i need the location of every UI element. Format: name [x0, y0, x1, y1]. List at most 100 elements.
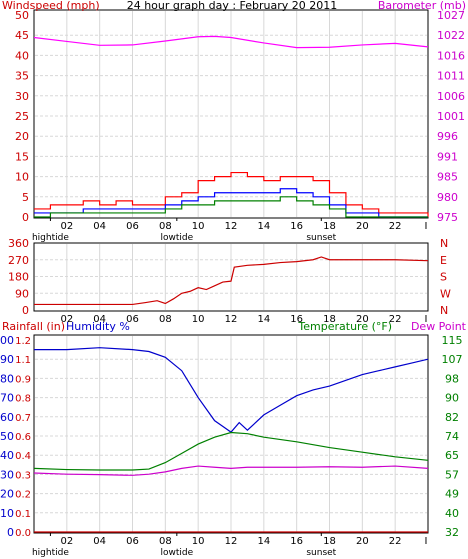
rainfall-tick-label: 0.2 — [15, 490, 31, 501]
hour-tick-label: 04 — [93, 221, 106, 232]
humidity-tick-label: 60 — [0, 411, 14, 424]
windspeed-axis-label: Windspeed (mph) — [2, 0, 100, 12]
compass-tick-label: W — [440, 287, 451, 300]
series-line-temperature — [33, 431, 429, 471]
hour-tick-label: 12 — [225, 221, 238, 232]
hour-tick-label: 18 — [323, 314, 336, 325]
temp-panel-plot — [33, 347, 429, 533]
hour-tick-label: 12 — [225, 314, 238, 325]
barometer-tick-label: 975 — [437, 211, 458, 224]
hour-tick-label: 02 — [60, 221, 73, 232]
humidity-tick-label: 20 — [0, 488, 14, 501]
hour-tick-label: 18 — [323, 221, 336, 232]
temperature-tick-label: 57 — [445, 468, 459, 481]
temperature-tick-label: 40 — [445, 507, 459, 520]
barometer-tick-label: 1027 — [437, 9, 465, 22]
chart-title: 24 hour graph day : February 20 2011 — [127, 0, 338, 12]
hour-tick-label: 04 — [93, 536, 106, 547]
hour-tick-label: 02 — [60, 314, 73, 325]
series-line-humidity — [34, 347, 429, 433]
temperature-tick-label: 90 — [445, 392, 459, 405]
hour-tick-label: 20 — [356, 536, 369, 547]
hour-tick-label: I — [425, 221, 428, 232]
rainfall-tick-label: 0.3 — [15, 470, 31, 481]
windspeed-tick-label: 20 — [15, 130, 29, 143]
hour-tick-label: 22 — [389, 221, 402, 232]
windspeed-tick-label: 35 — [15, 70, 29, 83]
barometer-axis-label: Barometer (mb) — [378, 0, 466, 12]
rainfall-tick-label: 0.0 — [15, 528, 31, 539]
degree-tick-label: 360 — [8, 237, 29, 250]
rainfall-tick-label: 0.7 — [15, 413, 31, 424]
series-line-dew-point — [33, 465, 429, 476]
humidity-tick-label: 40 — [0, 449, 14, 462]
hour-tick-label: 12 — [225, 536, 238, 547]
barometer-tick-label: 1006 — [437, 90, 465, 103]
series-line-wind-direction — [34, 256, 429, 306]
barometer-tick-label: 985 — [437, 171, 458, 184]
hour-tick-label: 16 — [290, 221, 303, 232]
degree-tick-label: 0 — [22, 304, 29, 317]
rainfall-tick-label: 0.1 — [15, 509, 31, 520]
hour-tick-label: I — [425, 536, 428, 547]
barometer-tick-label: 1011 — [437, 70, 465, 83]
direction-hour-ticks: 02 04 06 08 10 12 14 16 18 20 22 I — [60, 314, 427, 325]
rainfall-axis-label: Rainfall (in) — [2, 320, 65, 333]
degree-tick-label: 90 — [15, 287, 29, 300]
hour-tick-label: 14 — [257, 536, 270, 547]
barometer-tick-label: 1022 — [437, 29, 465, 42]
dewpoint-axis-label: Dew Point — [411, 320, 467, 333]
windspeed-tick-label: 10 — [15, 171, 29, 184]
temperature-ticks: 32 40 49 57 65 74 82 90 98 107 115 — [442, 334, 463, 539]
event-marker-label: hightide — [32, 548, 69, 558]
hour-tick-label: 22 — [389, 314, 402, 325]
windspeed-tick-label: 50 — [15, 9, 29, 22]
humidity-tick-label: 10 — [0, 507, 14, 520]
humidity-tick-label: 80 — [0, 372, 14, 385]
barometer-tick-label: 1001 — [437, 110, 465, 123]
degree-tick-label: 180 — [8, 271, 29, 284]
rain-humidity-ticks: 0 0.010 0.120 0.230 0.340 0.450 0.660 0.770 0.88… — [0, 334, 31, 539]
hour-tick-label: 20 — [356, 314, 369, 325]
barometer-tick-label: 980 — [437, 191, 458, 204]
barometer-tick-label: 1016 — [437, 49, 465, 62]
windspeed-tick-label: 15 — [15, 150, 29, 163]
rainfall-tick-label: 1.2 — [15, 336, 31, 347]
event-marker-label: sunset — [306, 548, 336, 558]
barometer-tick-label: 991 — [437, 150, 458, 163]
series-line-wind-gust — [34, 171, 429, 217]
windspeed-tick-label: 30 — [15, 90, 29, 103]
humidity-tick-label: 0 — [7, 526, 14, 539]
humidity-tick-label: 50 — [0, 430, 14, 443]
temp-panel-grid — [35, 336, 427, 532]
temperature-tick-label: 98 — [445, 372, 459, 385]
windspeed-tick-label: 40 — [15, 49, 29, 62]
humidity-tick-label: 70 — [0, 392, 14, 405]
degree-tick-label: 270 — [8, 254, 29, 267]
hour-tick-label: 06 — [126, 221, 139, 232]
rainfall-tick-label: 0.9 — [15, 374, 31, 385]
hour-tick-label: 16 — [290, 536, 303, 547]
series-line-wind-average — [34, 188, 428, 218]
temperature-tick-label: 74 — [445, 430, 459, 443]
hour-tick-label: 20 — [356, 221, 369, 232]
hour-tick-label: 18 — [323, 536, 336, 547]
hour-tick-label: 14 — [257, 221, 270, 232]
temperature-tick-label: 115 — [442, 334, 463, 347]
temperature-humidity-panel: 0 0.010 0.120 0.230 0.340 0.450 0.660 0.770 0.88… — [0, 320, 467, 558]
compass-tick-label: E — [440, 254, 447, 267]
series-line-barometer — [33, 35, 429, 49]
humidity-tick-label: 100 — [0, 334, 14, 347]
temperature-tick-label: 107 — [442, 353, 463, 366]
barometer-tick-label: 996 — [437, 130, 458, 143]
humidity-tick-label: 30 — [0, 468, 14, 481]
humidity-axis-label: Humidity % — [66, 320, 130, 333]
rainfall-tick-label: 1.1 — [15, 355, 31, 366]
compass-tick-label: N — [440, 237, 448, 250]
hour-tick-label: 10 — [192, 536, 205, 547]
hour-tick-label: 14 — [257, 314, 270, 325]
temperature-tick-label: 65 — [445, 449, 459, 462]
hour-tick-label: 02 — [60, 536, 73, 547]
